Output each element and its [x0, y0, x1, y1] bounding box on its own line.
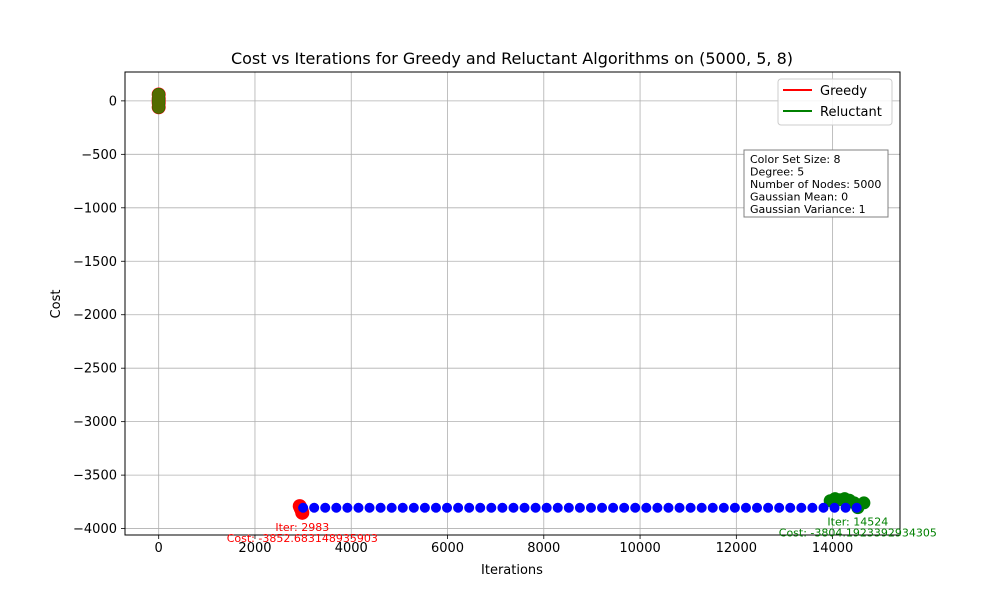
blue-point — [419, 502, 430, 513]
info-line: Gaussian Variance: 1 — [750, 203, 866, 216]
y-tick-label: −4000 — [73, 522, 117, 537]
blue-point — [320, 502, 331, 513]
blue-point — [685, 502, 696, 513]
blue-point — [486, 502, 497, 513]
blue-point — [619, 502, 630, 513]
blue-point — [696, 502, 707, 513]
grid — [125, 72, 900, 535]
blue-point — [674, 502, 685, 513]
blue-point — [574, 502, 585, 513]
legend-label: Reluctant — [820, 105, 882, 120]
blue-point — [331, 502, 342, 513]
blue-point — [630, 502, 641, 513]
blue-point — [530, 502, 541, 513]
annotation-text: Cost: -3852.683148935903 — [227, 532, 378, 545]
legend: Greedy Reluctant — [777, 78, 893, 126]
blue-point — [818, 502, 829, 513]
x-tick-label: 4000 — [335, 541, 368, 556]
blue-point — [375, 502, 386, 513]
info-box-frame — [743, 149, 889, 218]
blue-point — [796, 502, 807, 513]
x-tick-label: 2000 — [238, 541, 271, 556]
blue-point — [740, 502, 751, 513]
blue-point — [508, 502, 519, 513]
y-axis-title: Cost — [49, 290, 64, 319]
chart-title: Cost vs Iterations for Greedy and Reluct… — [231, 49, 793, 68]
y-tick-label: −1000 — [73, 201, 117, 216]
y-tick-label: −3500 — [73, 469, 117, 484]
blue-point — [397, 502, 408, 513]
blue-point — [851, 502, 862, 513]
info-line: Degree: 5 — [750, 166, 804, 179]
blue-point — [552, 502, 563, 513]
blue-point — [608, 502, 619, 513]
info-line: Number of Nodes: 5000 — [750, 178, 881, 191]
y-tick-label: −3000 — [73, 415, 117, 430]
annotation-text: Iter: 14524 — [827, 516, 888, 529]
blue-point — [663, 502, 674, 513]
overlap-point — [152, 94, 165, 107]
blue-point — [585, 502, 596, 513]
info-line: Gaussian Mean: 0 — [750, 191, 848, 204]
blue-point — [707, 502, 718, 513]
blue-point — [408, 502, 419, 513]
blue-point — [430, 502, 441, 513]
blue-point — [386, 502, 397, 513]
annotation-text: Iter: 2983 — [275, 521, 329, 534]
blue-point — [752, 502, 763, 513]
blue-point — [597, 502, 608, 513]
y-tick-label: −2500 — [73, 362, 117, 377]
blue-point — [718, 502, 729, 513]
blue-point — [342, 502, 353, 513]
blue-point — [652, 502, 663, 513]
blue-point — [563, 502, 574, 513]
blue-point — [519, 502, 530, 513]
blue-point — [763, 502, 774, 513]
blue-point — [298, 502, 309, 513]
blue-point — [497, 502, 508, 513]
x-tick-label: 10000 — [619, 541, 660, 556]
x-tick-label: 14000 — [812, 541, 853, 556]
blue-point — [353, 502, 364, 513]
blue-point — [442, 502, 453, 513]
y-tick-label: −1500 — [73, 255, 117, 270]
blue-point — [807, 502, 818, 513]
blue-point — [641, 502, 652, 513]
x-tick-label: 0 — [155, 541, 163, 556]
x-axis-title: Iterations — [481, 563, 543, 578]
legend-label: Greedy — [820, 84, 867, 99]
data-points — [151, 87, 871, 520]
blue-point — [541, 502, 552, 513]
y-tick-label: 0 — [109, 94, 117, 109]
y-tick-label: −2000 — [73, 308, 117, 323]
x-tick-label: 6000 — [431, 541, 464, 556]
blue-point — [464, 502, 475, 513]
blue-point — [475, 502, 486, 513]
blue-point — [774, 502, 785, 513]
annotation-text: Cost: -3804.1923392934305 — [779, 527, 937, 540]
blue-point — [840, 502, 851, 513]
plot-frame — [124, 71, 901, 536]
x-tick-label: 12000 — [716, 541, 757, 556]
y-tick-label: −500 — [81, 148, 117, 163]
x-tick-label: 8000 — [527, 541, 560, 556]
blue-point — [785, 502, 796, 513]
axis-ticks: 0 2000 4000 6000 8000 10000 12000 14000 0 −500 −10… — [73, 94, 853, 556]
blue-point — [309, 502, 320, 513]
blue-point — [453, 502, 464, 513]
blue-point — [364, 502, 375, 513]
blue-point — [729, 502, 740, 513]
info-line: Color Set Size: 8 — [750, 153, 841, 166]
blue-point — [829, 502, 840, 513]
